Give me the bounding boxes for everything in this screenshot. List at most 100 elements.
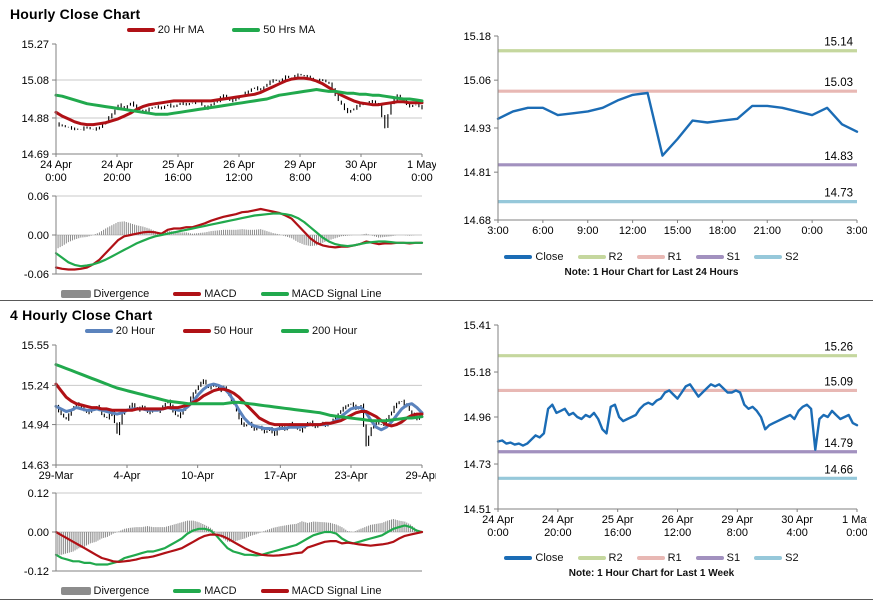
four-hourly-section: 4 Hourly Close Chart 20 Hour 50 Hour 200 H…	[0, 301, 873, 600]
legend-item-r2: R2	[577, 251, 623, 263]
svg-text:9:00: 9:00	[577, 225, 598, 237]
four-hourly-close-legend: 20 Hour 50 Hour 200 Hour	[6, 323, 436, 339]
svg-text:16:00: 16:00	[604, 527, 632, 539]
svg-text:24 Apr: 24 Apr	[482, 514, 514, 526]
legend-item-r1: R1	[636, 552, 682, 564]
svg-text:15:00: 15:00	[664, 225, 692, 237]
svg-text:0:00: 0:00	[487, 527, 508, 539]
legend-item-r1: R1	[636, 251, 682, 263]
legend-item-20-hour: 20 Hour	[84, 325, 155, 337]
hourly-right-column: 15.14 15.03 14.83 14.73 15.18 15.06 14.93 14.81…	[436, 0, 867, 300]
svg-text:0:00: 0:00	[846, 527, 867, 539]
hourly-pivot-chart: 15.14 15.03 14.83 14.73 15.18 15.06 14.93 14.81…	[436, 26, 867, 278]
svg-text:29 Apr: 29 Apr	[284, 159, 316, 171]
hourly-close-legend: 20 Hr MA 50 Hrs MA	[6, 22, 436, 38]
weekly-pivot-chart: 15.26 15.09 14.79 14.66 15.41 15.18 14.96 14.73…	[436, 315, 867, 579]
svg-text:0.00: 0.00	[28, 527, 49, 539]
weekly-pivot-legend: Close R2 R1 S1 S2	[436, 549, 867, 567]
svg-text:23-Apr: 23-Apr	[334, 470, 367, 482]
svg-text:1 May: 1 May	[842, 514, 867, 526]
svg-text:15.41: 15.41	[463, 320, 491, 332]
svg-text:20:00: 20:00	[103, 172, 131, 184]
svg-text:30 Apr: 30 Apr	[345, 159, 377, 171]
svg-text:0.00: 0.00	[28, 230, 49, 242]
section-title-hourly: Hourly Close Chart	[10, 6, 141, 22]
legend-item-s2: S2	[754, 251, 799, 263]
legend-item-macd: MACD	[173, 288, 237, 300]
legend-item-50-hrs-ma: 50 Hrs MA	[232, 24, 315, 36]
legend-item-s1: S1	[695, 251, 740, 263]
svg-text:0:00: 0:00	[411, 172, 432, 184]
svg-text:15.18: 15.18	[463, 31, 491, 43]
svg-text:8:00: 8:00	[289, 172, 310, 184]
svg-text:15.24: 15.24	[21, 380, 49, 392]
four-hourly-macd-chart: 0.12 0.00 -0.12 Divergence MACD MACD Signal …	[6, 487, 436, 599]
svg-text:26 Apr: 26 Apr	[662, 514, 694, 526]
svg-text:3:00: 3:00	[846, 225, 867, 237]
four-hourly-close-chart: 20 Hour 50 Hour 200 Hour 15.55 15.24 14.94 14…	[6, 323, 436, 487]
svg-text:29-Apr: 29-Apr	[405, 470, 436, 482]
svg-text:8:00: 8:00	[727, 527, 748, 539]
hourly-macd-legend: Divergence MACD MACD Signal Line	[6, 286, 436, 302]
weekly-pivot-note: Note: 1 Hour Chart for Last 1 Week	[568, 568, 735, 579]
svg-text:14.73: 14.73	[824, 188, 853, 200]
svg-text:12:00: 12:00	[664, 527, 692, 539]
legend-item-50-hour: 50 Hour	[182, 325, 253, 337]
legend-item-divergence: Divergence	[60, 288, 149, 300]
svg-text:29-Mar: 29-Mar	[39, 470, 74, 482]
svg-text:14.63: 14.63	[21, 460, 49, 472]
svg-text:15.14: 15.14	[824, 37, 853, 49]
svg-text:14.68: 14.68	[463, 215, 491, 227]
legend-item-20-hr-ma: 20 Hr MA	[126, 24, 204, 36]
svg-text:15.26: 15.26	[824, 342, 853, 354]
svg-text:15.55: 15.55	[21, 340, 49, 352]
section-title-four-hourly: 4 Hourly Close Chart	[10, 307, 153, 323]
legend-item-divergence: Divergence	[60, 585, 149, 597]
legend-item-close: Close	[504, 552, 564, 564]
svg-text:30 Apr: 30 Apr	[781, 514, 813, 526]
svg-text:4:00: 4:00	[350, 172, 371, 184]
svg-text:4:00: 4:00	[786, 527, 807, 539]
svg-text:18:00: 18:00	[709, 225, 737, 237]
svg-text:-0.12: -0.12	[24, 566, 49, 578]
svg-text:0:00: 0:00	[45, 172, 66, 184]
legend-item-macd-signal-line: MACD Signal Line	[260, 585, 381, 597]
svg-text:14.66: 14.66	[824, 464, 853, 476]
svg-text:24 Apr: 24 Apr	[542, 514, 574, 526]
legend-item-macd: MACD	[173, 585, 237, 597]
svg-text:14.96: 14.96	[463, 412, 491, 424]
svg-text:4-Apr: 4-Apr	[114, 470, 141, 482]
hourly-macd-plot: 0.06 0.00 -0.06	[24, 191, 424, 281]
svg-text:24 Apr: 24 Apr	[101, 159, 133, 171]
svg-text:25 Apr: 25 Apr	[602, 514, 634, 526]
svg-text:21:00: 21:00	[753, 225, 781, 237]
four-hourly-macd-plot: 0.12 0.00 -0.12	[24, 488, 424, 578]
legend-item-s2: S2	[754, 552, 799, 564]
svg-text:14.83: 14.83	[824, 151, 853, 163]
svg-text:20:00: 20:00	[544, 527, 572, 539]
svg-text:3:00: 3:00	[487, 225, 508, 237]
hourly-macd-chart: 0.06 0.00 -0.06 Divergence MACD MACD Signal …	[6, 190, 436, 302]
svg-text:14.81: 14.81	[463, 167, 491, 179]
svg-text:14.88: 14.88	[21, 113, 49, 125]
four-hourly-macd-legend: Divergence MACD MACD Signal Line	[6, 583, 436, 599]
hourly-close-chart: 20 Hr MA 50 Hrs MA 15.27 15.08 14.88 14.69 24…	[6, 22, 436, 190]
svg-text:15.03: 15.03	[824, 77, 853, 89]
legend-item-200-hour: 200 Hour	[281, 325, 357, 337]
svg-text:29 Apr: 29 Apr	[721, 514, 753, 526]
svg-text:14.79: 14.79	[824, 438, 853, 450]
svg-text:0:00: 0:00	[801, 225, 822, 237]
svg-text:14.69: 14.69	[21, 149, 49, 161]
hourly-pivot-legend: Close R2 R1 S1 S2	[436, 248, 867, 266]
svg-text:0.06: 0.06	[28, 191, 49, 203]
hourly-section: Hourly Close Chart 20 Hr MA 50 Hrs MA 15.…	[0, 0, 873, 302]
legend-item-close: Close	[504, 251, 564, 263]
hourly-pivot-note: Note: 1 Hour Chart for Last 24 Hours	[564, 267, 739, 278]
svg-text:16:00: 16:00	[164, 172, 192, 184]
legend-item-r2: R2	[577, 552, 623, 564]
svg-text:14.73: 14.73	[463, 459, 491, 471]
svg-text:24 Apr: 24 Apr	[40, 159, 72, 171]
svg-text:0.12: 0.12	[28, 488, 49, 500]
